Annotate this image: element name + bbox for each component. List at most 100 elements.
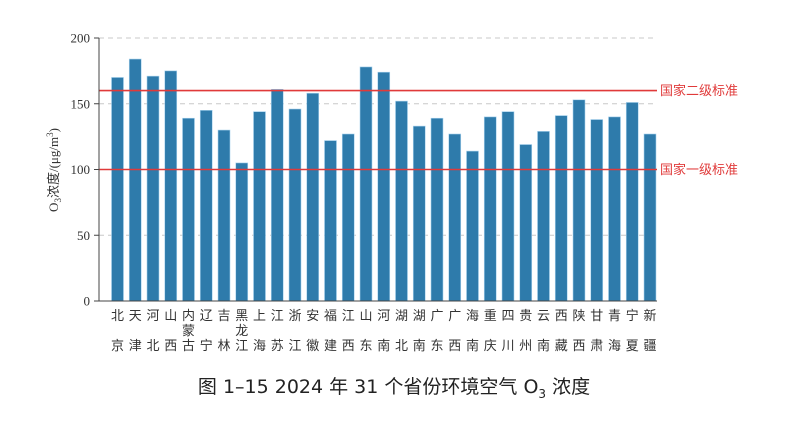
x-category-label: 川 — [501, 339, 514, 354]
x-category-label: 江 — [288, 339, 301, 354]
bar-黑龙江 — [235, 162, 249, 302]
x-category-label: 广 — [430, 309, 443, 324]
bar-广东 — [430, 117, 444, 302]
x-category-label: 广 — [448, 309, 461, 324]
x-category-label: 江 — [235, 339, 248, 354]
x-category-label: 苏 — [271, 338, 284, 354]
bar-福建 — [324, 140, 337, 302]
bar-河南 — [377, 71, 391, 302]
x-category-label: 内 — [182, 308, 195, 324]
bar-重庆 — [483, 116, 497, 302]
x-category-label: 宁 — [626, 308, 639, 324]
x-category-label: 新 — [643, 308, 656, 324]
bar-安徽 — [306, 92, 320, 302]
x-category-label: 江 — [271, 309, 284, 324]
bar-河北 — [146, 75, 160, 302]
bar-新疆 — [643, 133, 657, 302]
x-category-label: 黑 — [235, 309, 248, 324]
reference-line-label: 国家二级标准 — [660, 83, 738, 99]
bar-江西 — [341, 133, 355, 302]
bar-浙江 — [288, 108, 302, 302]
x-category-label: 河 — [146, 309, 159, 324]
x-category-label: 西 — [448, 339, 461, 354]
x-category-label: 青 — [608, 309, 621, 324]
y-tick-label: 100 — [71, 162, 91, 177]
bar-内蒙古 — [182, 117, 195, 302]
x-category-label: 湖 — [413, 309, 426, 324]
x-category-label: 州 — [519, 339, 532, 354]
x-category-label: 海 — [466, 309, 479, 324]
x-category-label: 陕 — [572, 309, 585, 324]
reference-line-label: 国家一级标准 — [660, 162, 738, 178]
bar-江苏 — [270, 88, 284, 302]
x-category-label: 山 — [359, 309, 372, 324]
axes: 0 50 100 150 200 — [71, 31, 657, 309]
x-category-label: 南 — [413, 338, 426, 354]
bar-贵州 — [519, 144, 533, 302]
x-category-label: 甘 — [590, 309, 603, 324]
bar-北京 — [111, 77, 124, 302]
bars — [111, 58, 657, 302]
x-category-label: 海 — [253, 339, 266, 354]
bar-宁夏 — [625, 102, 639, 302]
y-tick-label: 150 — [71, 96, 91, 111]
x-category-label: 夏 — [626, 339, 639, 354]
bar-吉林 — [217, 129, 231, 302]
x-category-label: 西 — [342, 339, 355, 354]
x-category-label: 建 — [324, 339, 337, 354]
x-category-label: 东 — [430, 339, 443, 354]
x-category-label: 宁 — [200, 338, 213, 354]
x-category-label: 北 — [111, 309, 124, 324]
bar-天津 — [128, 58, 142, 302]
y-tick-label: 50 — [77, 228, 90, 243]
bar-广西 — [448, 133, 462, 302]
bar-海南 — [466, 150, 479, 302]
bar-山东 — [359, 66, 373, 302]
x-category-label: 江 — [342, 309, 355, 324]
x-category-label: 北 — [395, 339, 408, 354]
x-category-label: 四 — [501, 309, 514, 324]
x-category-label: 西 — [164, 339, 177, 354]
x-category-label: 疆 — [643, 339, 656, 354]
bar-湖南 — [412, 125, 426, 302]
bar-甘肃 — [590, 119, 604, 302]
x-category-label: 南 — [537, 338, 550, 354]
x-category-label: 林 — [217, 339, 230, 354]
figure-caption: 图 1–15 2024 年 31 个省份环境空气 O3 浓度 — [0, 372, 788, 401]
caption-prefix: 图 1–15 2024 年 31 个省份环境空气 O — [197, 376, 539, 398]
y-tick-label: 200 — [71, 31, 91, 46]
x-category-label: 贵 — [519, 309, 532, 324]
x-category-label: 海 — [608, 339, 621, 354]
x-category-label: 湖 — [395, 309, 408, 324]
x-category-label: 津 — [129, 339, 142, 354]
x-category-label: 福 — [324, 309, 337, 324]
bar-云南 — [537, 131, 550, 302]
x-category-label: 安 — [306, 309, 319, 324]
x-category-label: 南 — [377, 338, 390, 354]
x-category-label: 吉 — [217, 309, 230, 324]
x-category-label: 重 — [484, 308, 497, 324]
caption-suffix: 浓度 — [546, 376, 591, 398]
bar-山西 — [164, 70, 178, 302]
y-tick-label: 0 — [84, 294, 91, 309]
bar-上海 — [253, 111, 266, 302]
x-category-label: 藏 — [555, 339, 568, 354]
x-category-label: 东 — [359, 339, 372, 354]
x-category-label: 京 — [111, 339, 124, 354]
bar-四川 — [501, 111, 515, 302]
x-category-label: 河 — [377, 309, 390, 324]
bar-西藏 — [554, 115, 568, 302]
caption-subscript: 3 — [538, 386, 547, 401]
bar-陕西 — [572, 99, 586, 302]
x-category-label: 龙 — [235, 324, 248, 339]
x-category-label: 浙 — [288, 309, 301, 324]
x-axis-labels: 北京天津河北山西内蒙古辽宁吉林黑龙江上海江苏浙江安徽福建江西山东河南湖北湖南广东… — [111, 308, 657, 354]
x-category-label: 蒙 — [182, 324, 195, 339]
y-axis-label: O3浓度/(μg/m3) — [45, 128, 63, 212]
x-category-label: 古 — [182, 339, 195, 354]
x-category-label: 云 — [537, 309, 550, 324]
x-category-label: 南 — [466, 338, 479, 354]
x-category-label: 山 — [164, 309, 177, 324]
